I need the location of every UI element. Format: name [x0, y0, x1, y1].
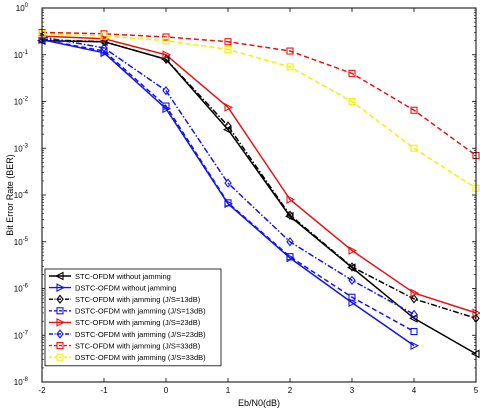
- series-4-point: [348, 246, 358, 255]
- y-tick-label: 100: [16, 3, 29, 13]
- legend: STC-OFDM without jamming DSTC-OFDM withou…: [44, 268, 222, 367]
- series-1-point: [348, 298, 358, 307]
- legend-label-1: DSTC-OFDM without jamming: [75, 283, 176, 292]
- series-3-point: [162, 102, 170, 110]
- series-7-point: [224, 45, 232, 53]
- series-markers: [36, 28, 480, 359]
- series-7-point: [348, 97, 356, 106]
- legend-label-7: DSTC-OFDM with jamming (J/S=33dB): [75, 353, 206, 362]
- legend-label-5: DSTC-OFDM with jamming (J/S=23dB): [75, 330, 206, 339]
- y-tick-label: 10-5: [14, 237, 29, 247]
- series-4-point: [162, 50, 172, 60]
- x-tick-label: 5: [474, 386, 479, 395]
- series-7-point: [100, 32, 108, 40]
- series-5-point: [100, 43, 108, 53]
- legend-marker-1: [56, 283, 66, 293]
- legend-marker-7: [56, 353, 64, 361]
- legend-label-2: STC-OFDM with jamming (J/S=13dB): [75, 295, 201, 304]
- legend-marker-3: [56, 307, 64, 315]
- series-2-point: [286, 210, 294, 220]
- legend-label-4: STC-OFDM with jamming (J/S=23dB): [75, 318, 201, 327]
- x-axis-label: Eb/N0(dB): [238, 398, 280, 408]
- series-2-point: [100, 37, 108, 47]
- series-5-point: [410, 309, 418, 320]
- series-3-point: [100, 47, 108, 55]
- legend-label-6: STC-OFDM with jamming (J/S=33dB): [75, 341, 201, 350]
- y-axis-label: Bit Error Rate (BER): [5, 154, 15, 236]
- series-5-point: [162, 86, 170, 96]
- series-5-point: [348, 275, 356, 285]
- series-4-point: [286, 195, 296, 204]
- series-4-point: [224, 102, 234, 112]
- series-0-point: [408, 313, 418, 323]
- y-tick-label: 10-3: [14, 143, 29, 153]
- series-4-point: [410, 288, 420, 298]
- series-line-7: [41, 33, 477, 189]
- legend-label-0: STC-OFDM without jamming: [75, 272, 171, 281]
- series-1-point: [410, 341, 420, 351]
- series-3-point: [286, 253, 294, 261]
- series-0-point: [222, 125, 232, 135]
- legend-marker-6: [56, 342, 64, 350]
- series-2-point: [224, 121, 232, 131]
- y-tick-label: 10-6: [14, 284, 29, 294]
- series-line-2: [41, 38, 477, 320]
- series-line-4: [41, 35, 477, 314]
- x-tick-label: -1: [100, 386, 108, 395]
- series-3-point: [410, 327, 418, 336]
- legend-marker-2: [56, 294, 64, 304]
- series-6-point: [224, 38, 232, 46]
- series-5-point: [286, 237, 294, 247]
- legend-marker-5: [56, 329, 64, 339]
- y-tick-label: 10-4: [14, 190, 29, 200]
- series-3-point: [224, 199, 232, 207]
- x-tick-label: -2: [38, 386, 46, 395]
- series-5-point: [224, 178, 232, 188]
- tick-labels: -2 -1 0 1 2 3 4 5 100 10-1 10-2 10-3 10-4 10-5 10-6 10-…: [14, 3, 479, 395]
- y-tick-label: 10-2: [14, 97, 29, 107]
- series-6-point: [286, 47, 294, 55]
- y-tick-label: 10-8: [14, 377, 29, 387]
- series-6-point: [348, 69, 356, 77]
- series-2-point: [410, 294, 418, 304]
- x-tick-label: 1: [226, 386, 231, 395]
- legend-label-3: DSTC-OFDM with jamming (J/S=13dB): [75, 307, 206, 316]
- x-tick-label: 3: [350, 386, 355, 395]
- series-line-3: [41, 38, 415, 333]
- series-3-point: [348, 293, 356, 301]
- series-line-6: [41, 31, 477, 157]
- series-line-1: [41, 38, 415, 347]
- series-7-point: [286, 63, 294, 71]
- legend-marker-0: [54, 271, 64, 281]
- x-tick-label: 0: [164, 386, 169, 395]
- axis-ticks: [41, 7, 477, 383]
- x-tick-label: 4: [412, 386, 417, 395]
- y-tick-label: 10-1: [14, 50, 29, 60]
- y-tick-label: 10-7: [14, 330, 29, 340]
- series-6-point: [410, 106, 418, 114]
- series-6-point: [162, 33, 170, 41]
- series-7-point: [162, 37, 170, 45]
- x-tick-label: 2: [288, 386, 293, 395]
- series-2-point: [348, 262, 356, 272]
- series-7-point: [410, 144, 418, 152]
- legend-box: [44, 268, 222, 367]
- legend-marker-4: [56, 317, 66, 327]
